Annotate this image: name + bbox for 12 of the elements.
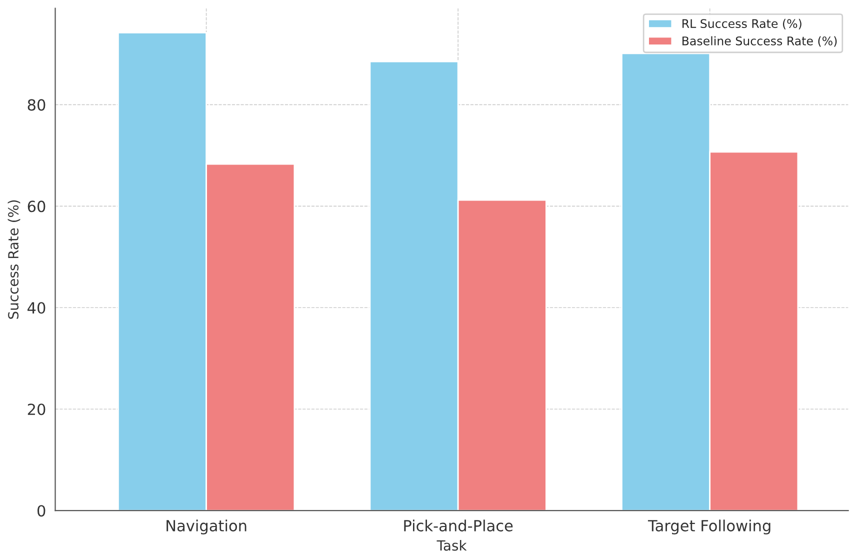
x-axis-title: Task [436,540,467,551]
y-tick-label: 60 [28,200,46,212]
y-tick-label: 40 [28,302,46,314]
y-tick-label: 80 [28,99,46,111]
x-tick-label: Pick-and-Place [404,520,513,532]
legend-label: Baseline Success Rate (%) [682,36,837,47]
y-tick-label: 20 [28,404,46,416]
y-tick-label: 0 [38,505,46,517]
x-tick-label: Target Following [648,520,770,534]
legend-label: RL Success Rate (%) [682,18,802,30]
x-tick-label: Navigation [166,520,246,534]
y-axis-title: Success Rate (%) [8,200,20,319]
